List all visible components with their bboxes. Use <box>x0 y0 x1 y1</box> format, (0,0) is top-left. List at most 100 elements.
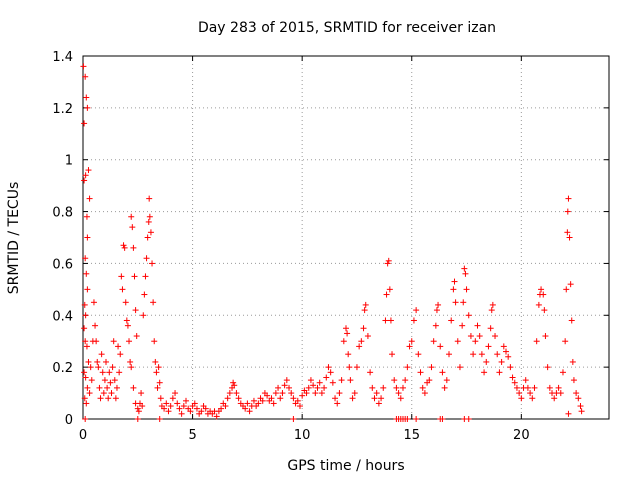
data-point <box>145 218 152 225</box>
data-point <box>329 379 336 386</box>
data-point <box>83 213 90 220</box>
data-point <box>334 400 341 407</box>
data-point <box>527 390 534 397</box>
data-point <box>113 384 120 391</box>
data-point <box>332 395 339 402</box>
data-point <box>494 351 501 358</box>
data-point <box>487 325 494 332</box>
data-point <box>522 377 529 384</box>
data-point <box>433 307 440 314</box>
data-point <box>346 364 353 371</box>
data-point <box>305 384 312 391</box>
data-point <box>383 291 390 298</box>
data-point <box>343 325 349 332</box>
data-point <box>83 400 90 407</box>
data-point <box>152 358 159 365</box>
data-point <box>167 403 174 410</box>
data-point <box>146 195 153 202</box>
data-point <box>542 333 549 340</box>
x-axis-label: GPS time / hours <box>287 458 404 474</box>
data-point <box>426 377 433 384</box>
data-point <box>402 377 409 384</box>
data-point <box>202 405 209 412</box>
data-point <box>361 307 368 314</box>
data-point <box>557 390 564 397</box>
data-point <box>82 338 89 345</box>
data-point <box>397 395 404 402</box>
data-point <box>275 384 282 391</box>
data-point <box>84 104 91 111</box>
data-point <box>465 416 472 422</box>
data-point <box>117 351 124 358</box>
y-tick-label: 1 <box>65 154 73 169</box>
data-point <box>417 369 424 376</box>
data-point <box>489 301 496 308</box>
data-point <box>82 374 89 381</box>
data-point <box>250 397 257 404</box>
data-point <box>270 400 277 407</box>
data-point <box>81 325 88 332</box>
data-point <box>546 384 553 391</box>
data-point <box>439 369 446 376</box>
data-point <box>123 317 130 324</box>
data-point <box>99 369 106 376</box>
data-point <box>230 379 237 386</box>
data-point <box>430 338 437 345</box>
data-point <box>465 312 472 319</box>
data-point <box>307 377 314 384</box>
data-point <box>435 301 442 308</box>
data-point <box>356 343 363 350</box>
data-point <box>395 390 402 397</box>
data-point <box>446 351 453 358</box>
data-point <box>481 369 488 376</box>
data-point <box>235 395 242 402</box>
data-point <box>111 377 118 384</box>
data-point <box>566 234 573 241</box>
data-point <box>130 244 137 251</box>
data-point <box>119 286 126 293</box>
data-point <box>198 408 205 415</box>
data-point <box>222 403 229 410</box>
data-point <box>157 395 164 402</box>
data-point <box>85 167 92 174</box>
data-point <box>391 377 398 384</box>
data-point <box>533 338 540 345</box>
data-point <box>463 286 470 293</box>
grid <box>83 56 609 419</box>
data-point <box>518 395 525 402</box>
data-point <box>478 351 485 358</box>
data-point <box>568 317 575 324</box>
data-point <box>358 338 365 345</box>
data-point <box>318 390 325 397</box>
data-point <box>421 390 428 397</box>
y-tick-label: 0.8 <box>52 206 73 221</box>
data-point <box>467 333 474 340</box>
data-point <box>226 390 233 397</box>
data-point <box>176 405 183 412</box>
data-point <box>118 273 125 280</box>
data-point <box>404 364 411 371</box>
data-point <box>149 260 156 267</box>
data-point <box>389 351 396 358</box>
data-point <box>85 358 92 365</box>
data-point <box>386 286 393 293</box>
data-point <box>511 379 518 386</box>
data-point <box>128 364 135 371</box>
data-point <box>294 397 301 404</box>
data-point <box>272 390 279 397</box>
data-point <box>81 301 88 308</box>
data-point <box>178 410 185 417</box>
data-point <box>369 384 376 391</box>
data-point <box>460 299 467 306</box>
data-point <box>191 400 198 407</box>
data-point <box>474 322 481 329</box>
data-point <box>336 390 343 397</box>
data-point <box>151 338 158 345</box>
data-point <box>155 364 162 371</box>
data-point <box>81 369 88 376</box>
data-point <box>535 301 542 308</box>
data-point <box>529 395 536 402</box>
data-point <box>456 364 463 371</box>
data-point <box>103 358 110 365</box>
data-point <box>142 273 149 280</box>
